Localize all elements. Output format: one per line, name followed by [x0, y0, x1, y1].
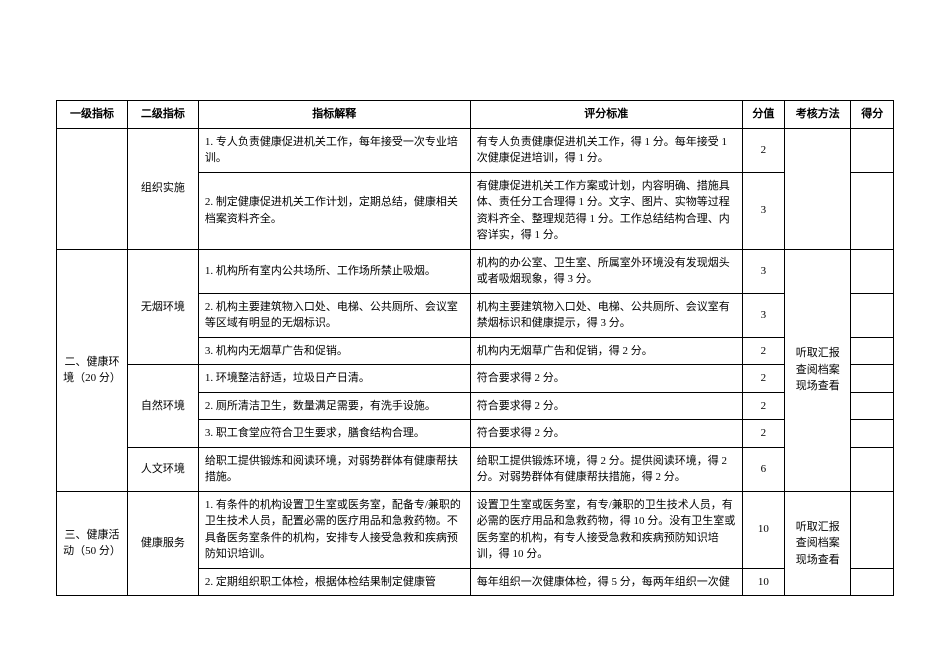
- header-level2: 二级指标: [127, 101, 198, 129]
- header-result: 得分: [851, 101, 894, 129]
- standard-cell: 机构主要建筑物入口处、电梯、公共厕所、会议室有禁烟标识和健康提示，得 3 分。: [470, 293, 742, 337]
- score-cell: 2: [742, 365, 785, 393]
- table-row: 自然环境 1. 环境整洁舒适，垃圾日产日清。 符合要求得 2 分。 2: [57, 365, 894, 393]
- score-cell: 10: [742, 568, 785, 596]
- score-cell: 10: [742, 491, 785, 568]
- result-cell: [851, 365, 894, 393]
- explanation-cell: 给职工提供锻炼和阅读环境，对弱势群体有健康帮扶措施。: [198, 447, 470, 491]
- level2-cell: 人文环境: [127, 447, 198, 491]
- result-cell: [851, 447, 894, 491]
- score-cell: 2: [742, 392, 785, 420]
- result-cell: [851, 420, 894, 448]
- level2-cell: 自然环境: [127, 365, 198, 448]
- score-cell: 2: [742, 420, 785, 448]
- level2-cell: 组织实施: [127, 128, 198, 249]
- score-cell: 3: [742, 249, 785, 293]
- standard-cell: 机构内无烟草广告和促销，得 2 分。: [470, 337, 742, 365]
- explanation-cell: 2. 制定健康促进机关工作计划，定期总结，健康相关档案资料齐全。: [198, 172, 470, 249]
- table-row: 人文环境 给职工提供锻炼和阅读环境，对弱势群体有健康帮扶措施。 给职工提供锻炼环…: [57, 447, 894, 491]
- standard-cell: 机构的办公室、卫生室、所属室外环境没有发现烟头或者吸烟现象，得 3 分。: [470, 249, 742, 293]
- level2-cell: 健康服务: [127, 491, 198, 596]
- method-cell: 听取汇报 查阅档案 现场查看: [785, 491, 851, 596]
- header-level1: 一级指标: [57, 101, 128, 129]
- table-row: 三、健康活动（50 分） 健康服务 1. 有条件的机构设置卫生室或医务室，配备专…: [57, 491, 894, 568]
- explanation-cell: 1. 有条件的机构设置卫生室或医务室，配备专/兼职的卫生技术人员，配置必需的医疗…: [198, 491, 470, 568]
- standard-cell: 有专人负责健康促进机关工作，得 1 分。每年接受 1 次健康促进培训，得 1 分…: [470, 128, 742, 172]
- explanation-cell: 2. 定期组织职工体检，根据体检结果制定健康管: [198, 568, 470, 596]
- standard-cell: 有健康促进机关工作方案或计划，内容明确、措施具体、责任分工合理得 1 分。文字、…: [470, 172, 742, 249]
- level2-cell: 无烟环境: [127, 249, 198, 365]
- explanation-cell: 2. 厕所清洁卫生，数量满足需要，有洗手设施。: [198, 392, 470, 420]
- explanation-cell: 1. 机构所有室内公共场所、工作场所禁止吸烟。: [198, 249, 470, 293]
- result-cell: [851, 172, 894, 249]
- header-method: 考核方法: [785, 101, 851, 129]
- table-row: 二、健康环境（20 分） 无烟环境 1. 机构所有室内公共场所、工作场所禁止吸烟…: [57, 249, 894, 293]
- table-row: 组织实施 1. 专人负责健康促进机关工作，每年接受一次专业培训。 有专人负责健康…: [57, 128, 894, 172]
- result-cell: [851, 249, 894, 293]
- standard-cell: 符合要求得 2 分。: [470, 420, 742, 448]
- explanation-cell: 1. 专人负责健康促进机关工作，每年接受一次专业培训。: [198, 128, 470, 172]
- evaluation-table: 一级指标 二级指标 指标解释 评分标准 分值 考核方法 得分 组织实施 1. 专…: [56, 100, 894, 596]
- explanation-cell: 3. 职工食堂应符合卫生要求，膳食结构合理。: [198, 420, 470, 448]
- header-row: 一级指标 二级指标 指标解释 评分标准 分值 考核方法 得分: [57, 101, 894, 129]
- score-cell: 2: [742, 128, 785, 172]
- explanation-cell: 1. 环境整洁舒适，垃圾日产日清。: [198, 365, 470, 393]
- method-cell: 听取汇报 查阅档案 现场查看: [785, 249, 851, 491]
- result-cell: [851, 392, 894, 420]
- score-cell: 3: [742, 293, 785, 337]
- explanation-cell: 3. 机构内无烟草广告和促销。: [198, 337, 470, 365]
- result-cell: [851, 491, 894, 568]
- header-explanation: 指标解释: [198, 101, 470, 129]
- standard-cell: 设置卫生室或医务室，有专/兼职的卫生技术人员，有必需的医疗用品和急救药物，得 1…: [470, 491, 742, 568]
- method-cell: [785, 128, 851, 249]
- standard-cell: 符合要求得 2 分。: [470, 392, 742, 420]
- result-cell: [851, 293, 894, 337]
- score-cell: 3: [742, 172, 785, 249]
- standard-cell: 给职工提供锻炼环境，得 2 分。提供阅读环境，得 2 分。对弱势群体有健康帮扶措…: [470, 447, 742, 491]
- level1-cell: 二、健康环境（20 分）: [57, 249, 128, 491]
- header-score: 分值: [742, 101, 785, 129]
- standard-cell: 每年组织一次健康体检，得 5 分，每两年组织一次健: [470, 568, 742, 596]
- result-cell: [851, 568, 894, 596]
- result-cell: [851, 337, 894, 365]
- level1-cell: 三、健康活动（50 分）: [57, 491, 128, 596]
- level1-cell: [57, 128, 128, 249]
- result-cell: [851, 128, 894, 172]
- score-cell: 2: [742, 337, 785, 365]
- header-standard: 评分标准: [470, 101, 742, 129]
- explanation-cell: 2. 机构主要建筑物入口处、电梯、公共厕所、会议室等区域有明显的无烟标识。: [198, 293, 470, 337]
- score-cell: 6: [742, 447, 785, 491]
- standard-cell: 符合要求得 2 分。: [470, 365, 742, 393]
